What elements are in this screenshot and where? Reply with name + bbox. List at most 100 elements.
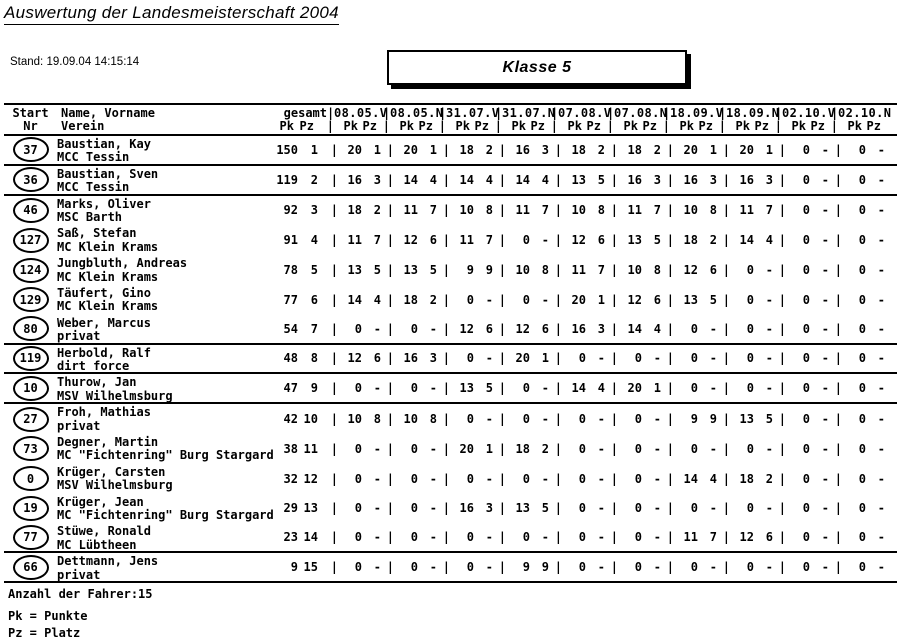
pk-value: 14 <box>347 292 362 307</box>
pk-value: 47 <box>283 381 298 396</box>
col-header-race-31.07.V: 31.07.V | <box>446 107 502 120</box>
race-result-cell: 0- | <box>562 404 618 434</box>
pz-value: - <box>653 441 661 456</box>
pz-value: - <box>821 142 829 157</box>
race-result-cell: 10 8 | <box>450 196 506 226</box>
col-header-race-31.07.N: 31.07.N | <box>502 107 558 120</box>
race-result-cell: 0- | <box>394 553 450 581</box>
pz-value: - <box>877 381 885 396</box>
pz-value: 1 <box>653 381 661 396</box>
pz-value: 6 <box>429 233 437 248</box>
pz-value: 7 <box>653 203 661 218</box>
driver-cell: Baustian, Sven MCC Tessin <box>57 166 270 194</box>
pz-value: 2 <box>653 142 661 157</box>
start-number-cell: 127 <box>4 225 57 255</box>
pz-value: - <box>709 381 717 396</box>
column-separator: | <box>554 321 562 336</box>
race-result-cell: 0- | <box>786 494 842 524</box>
column-separator: | <box>386 530 394 545</box>
pz-value: - <box>821 530 829 545</box>
column-separator: | <box>666 471 674 486</box>
column-separator: | <box>722 142 730 157</box>
race-result-cell: 0- | <box>450 285 506 315</box>
column-separator: | <box>722 203 730 218</box>
column-separator: | <box>778 142 786 157</box>
pk-value: Pk <box>791 119 806 133</box>
start-number-oval: 37 <box>12 137 49 163</box>
race-result-cell: 0- | <box>786 553 842 581</box>
race-result-cell: 18 2 | <box>506 434 562 464</box>
column-separator: | <box>722 381 730 396</box>
column-separator: | <box>386 263 394 278</box>
race-result-cell: 0- | <box>618 404 674 434</box>
race-result-cell: 0- | <box>730 255 786 285</box>
timestamp-value: 19.09.04 14:15:14 <box>46 56 140 68</box>
col-header-race-18.09.N: 18.09.N | <box>726 107 782 120</box>
timestamp: Stand: 19.09.04 14:15:14 <box>10 56 139 68</box>
pz-value: 4 <box>709 471 717 486</box>
start-number-cell: 119 <box>4 345 57 373</box>
race-result-cell: 18 2 | <box>450 136 506 164</box>
pk-value: 0 <box>690 560 698 575</box>
pk-value: 16 <box>627 172 642 187</box>
start-number-cell: 66 <box>4 553 57 581</box>
pk-value: 0 <box>858 412 866 427</box>
race-result-cell: 16 3 | <box>674 166 730 194</box>
pz-value: 2 <box>310 172 318 187</box>
column-separator: | <box>330 412 338 427</box>
race-result-cell: 20 1 | <box>338 136 394 164</box>
start-number-cell: 37 <box>4 136 57 164</box>
pk-value: 42 <box>283 412 298 427</box>
column-separator: | <box>554 233 562 248</box>
pz-value: 15 <box>303 560 318 575</box>
table-row: 73 Degner, Martin MC "Fichtenring" Burg St… <box>4 434 897 464</box>
pz-value: - <box>821 412 829 427</box>
race-result-cell: 0- | <box>674 494 730 524</box>
race-result-cell: 0- | <box>506 464 562 494</box>
pz-value: 5 <box>597 172 605 187</box>
pz-value: 2 <box>597 142 605 157</box>
column-separator: | <box>834 292 842 307</box>
gesamt-cell: 23 14 | <box>270 523 338 551</box>
pz-value: - <box>821 471 829 486</box>
race-result-cell: 0- | <box>450 464 506 494</box>
race-result-cell: 20 1 | <box>394 136 450 164</box>
pz-value: - <box>373 501 381 516</box>
gesamt-cell: 48 8 | <box>270 345 338 373</box>
driver-club: MCC Tessin <box>57 150 130 165</box>
pz-value: - <box>541 530 549 545</box>
pk-value: 0 <box>746 501 754 516</box>
race-result-cell: 0- <box>842 404 898 434</box>
pz-value: 1 <box>765 142 773 157</box>
pz-value: - <box>485 292 493 307</box>
pz-value: - <box>709 351 717 366</box>
gesamt-cell: 91 4 | <box>270 225 338 255</box>
pz-value: 1 <box>597 292 605 307</box>
pk-value: 18 <box>683 233 698 248</box>
pk-value: 0 <box>802 321 810 336</box>
race-result-cell: 12 6 | <box>506 315 562 343</box>
column-separator: | <box>554 203 562 218</box>
race-result-cell: 0- <box>842 464 898 494</box>
column-separator: | <box>610 351 618 366</box>
column-separator: | <box>386 471 394 486</box>
pz-value: - <box>485 471 493 486</box>
race-result-cell: 0- <box>842 494 898 524</box>
pk-value: 14 <box>739 233 754 248</box>
column-separator: | <box>442 351 450 366</box>
column-separator: | <box>662 119 670 133</box>
race-result-cell: 0- <box>842 225 898 255</box>
gesamt-cell: 150 1 | <box>270 136 338 164</box>
column-separator: | <box>834 412 842 427</box>
pk-value: 0 <box>746 263 754 278</box>
pz-value: 14 <box>303 530 318 545</box>
pz-value: 8 <box>653 263 661 278</box>
pk-value: 54 <box>283 321 298 336</box>
column-separator: | <box>666 351 674 366</box>
column-separator: | <box>834 471 842 486</box>
race-result-cell: 0- | <box>338 464 394 494</box>
column-separator: | <box>442 292 450 307</box>
race-result-cell: 11 7 | <box>618 196 674 226</box>
race-result-cell: 0- | <box>618 434 674 464</box>
column-separator: | <box>554 142 562 157</box>
